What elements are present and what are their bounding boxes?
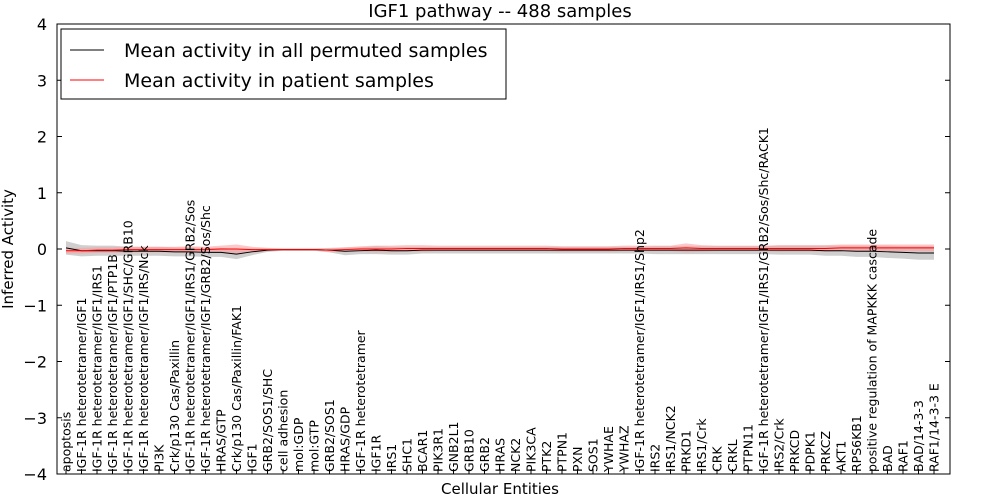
category-label: PTK2 [539,441,554,472]
y-tick-label: 2 [37,128,47,147]
y-tick-label: −4 [23,465,47,484]
category-label: GRB2/SOS1 [322,399,337,472]
category-label: BAD [880,445,895,472]
y-tick-label: −2 [23,353,47,372]
category-label: PRKD1 [679,430,694,472]
category-label: IGF1R [369,434,384,472]
category-label: IGF-1R heterotetramer [353,329,368,472]
category-label: PI3K [152,444,167,472]
category-label: IGF-1R heterotetramer/IGF1/IRS1/GRB2/Sos [183,200,198,472]
category-label: IGF-1R heterotetramer/IGF1/IRS1 [90,265,105,472]
category-label: IGF-1R heterotetramer/IGF1/IRS/Nck [136,245,151,472]
category-label: GRB2/SOS1/SHC [260,369,275,472]
series-lines [65,247,934,255]
y-tick-label: 3 [37,71,47,90]
category-label: IRS1/NCK2 [663,405,678,472]
y-axis-ticks: 4 3 2 1 0 −1 −2 −3 −4 [23,15,950,484]
category-label: AKT1 [834,441,849,472]
category-label: GRB2 [477,437,492,472]
category-label: cell adhesion [276,390,291,472]
category-label: YWHAZ [617,425,632,473]
category-label: PTPN1 [555,432,570,472]
category-label: positive regulation of MAPKKK cascade [865,229,880,472]
category-label: BCAR1 [415,430,430,472]
category-label: RAF1/14-3-3 E [927,383,942,472]
category-label: PIK3CA [524,427,539,472]
y-tick-label: −1 [23,296,47,315]
category-label: YWHAE [601,426,616,473]
legend-box [60,28,507,100]
category-label: GRB10 [462,429,477,472]
y-tick-label: 4 [37,15,47,34]
category-label: IGF-1R heterotetramer/IGF1/IRS1/Shp2 [632,229,647,472]
x-axis-label: Cellular Entities [441,480,559,498]
category-label: IGF-1R heterotetramer/IGF1 [74,298,89,472]
category-label: HRAS [493,438,508,472]
legend: Mean activity in all permuted samples Me… [60,28,507,100]
category-label: CRKL [725,439,740,472]
series-line-patient [66,247,934,252]
category-label: IRS1 [384,444,399,472]
category-label: HRAS/GDP [338,406,353,472]
category-label: PTPN11 [741,424,756,472]
category-label: NCK2 [508,438,523,472]
category-labels: apoptosis IGF-1R heterotetramer/IGF1 IGF-1… [59,127,942,474]
category-label: PXN [570,447,585,472]
category-label: PRKCZ [818,431,833,472]
category-label: IRS2 [648,444,663,472]
category-label: IRS1/Crk [694,418,709,472]
y-tick-label: 0 [37,240,47,259]
category-label: IGF-1R heterotetramer/IGF1/IRS1/GRB2/Sos… [756,127,771,472]
category-label: SHC1 [400,438,415,472]
category-label: apoptosis [59,412,74,472]
category-label: mol:GTP [307,420,322,472]
legend-label-patient: Mean activity in patient samples [124,70,434,92]
category-label: IGF-1R heterotetramer/IGF1/PTP1B [105,254,120,472]
category-label: PRKCD [787,430,802,472]
legend-label-permuted: Mean activity in all permuted samples [124,40,487,62]
category-label: RAF1 [896,440,911,472]
y-tick-label: −3 [23,409,47,428]
category-label: GNB2L1 [446,422,461,472]
category-label: CRK [710,446,725,472]
series-line-permuted [65,247,934,255]
category-label: IGF1 [245,443,260,472]
category-label: RPS6KB1 [849,415,864,472]
category-label: mol:GDP [291,417,306,472]
category-label: BAD/14-3-3 [911,400,926,472]
category-label: Crk/p130 Cas/Paxillin [167,340,182,472]
category-label: HRAS/GTP [214,409,229,472]
y-tick-label: 1 [37,184,47,203]
category-label: Crk/p130 Cas/Paxillin/FAK1 [229,305,244,472]
category-label: PIK3R1 [431,428,446,472]
y-axis-label: Inferred Activity [0,189,17,309]
category-label: SOS1 [586,438,601,472]
category-label: IGF-1R heterotetramer/IGF1/GRB2/Sos/Shc [198,205,213,472]
category-label: IRS2/Crk [772,418,787,472]
category-label: IGF-1R heterotetramer/IGF1/SHC/GRB10 [121,220,136,472]
plot-frame [56,23,951,475]
chart-title: IGF1 pathway -- 488 samples [368,1,631,22]
category-label: PDPK1 [803,431,818,472]
